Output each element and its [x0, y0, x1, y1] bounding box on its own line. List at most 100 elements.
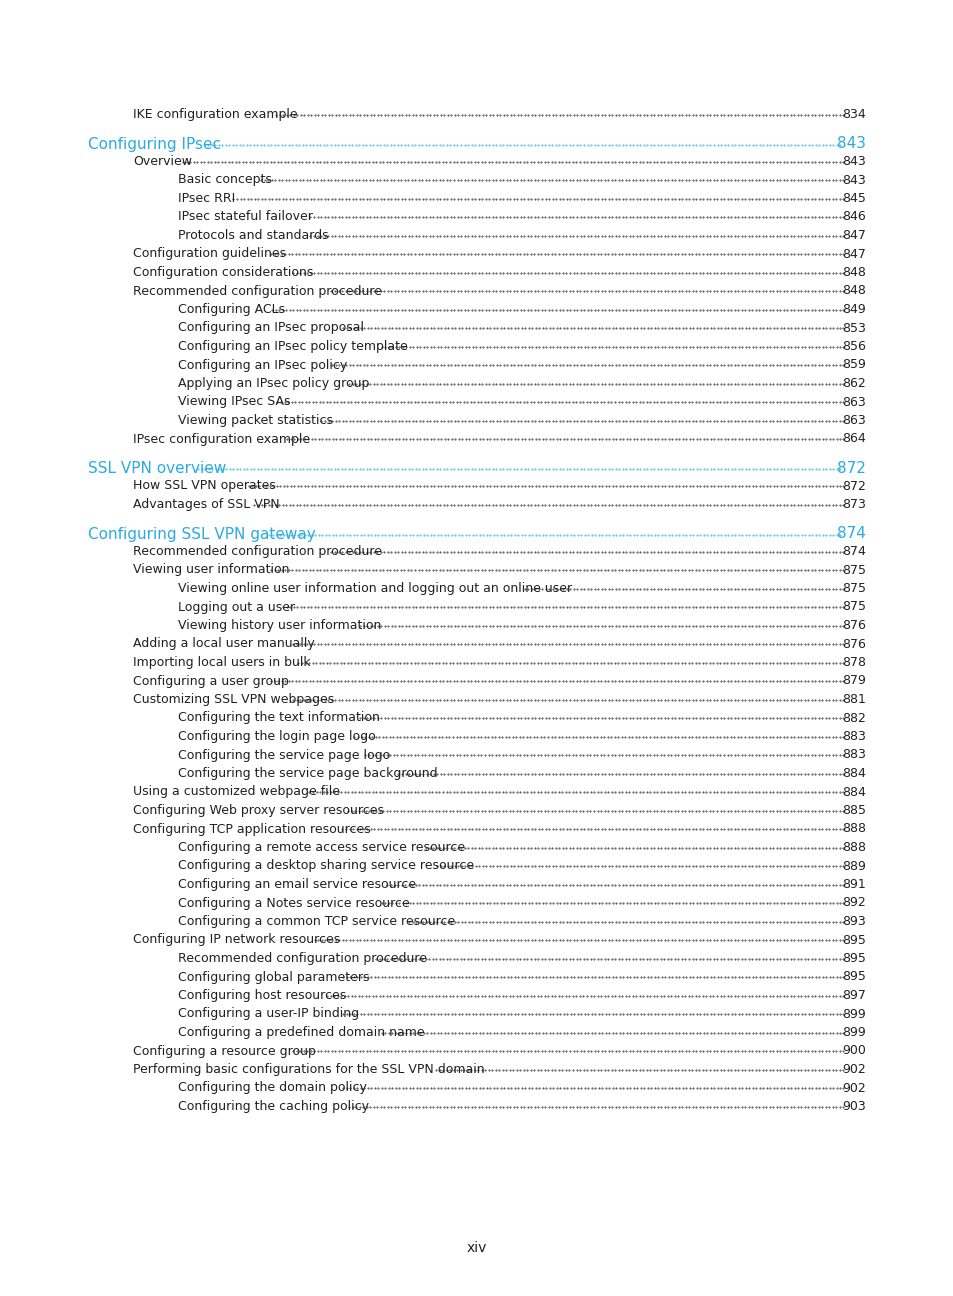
Text: Configuring a remote access service resource: Configuring a remote access service reso…	[178, 841, 465, 854]
Text: Viewing history user information: Viewing history user information	[178, 619, 381, 632]
Text: IPsec RRI: IPsec RRI	[178, 192, 235, 205]
Text: 881: 881	[841, 693, 865, 706]
Text: Configuring a user group: Configuring a user group	[132, 674, 289, 687]
Text: 856: 856	[841, 340, 865, 353]
Text: Configuring an IPsec proposal: Configuring an IPsec proposal	[178, 321, 364, 334]
Text: 878: 878	[841, 656, 865, 669]
Text: Viewing packet statistics: Viewing packet statistics	[178, 413, 333, 426]
Text: Configuration considerations: Configuration considerations	[132, 266, 313, 279]
Text: 853: 853	[841, 321, 865, 334]
Text: 848: 848	[841, 266, 865, 279]
Text: 895: 895	[841, 953, 865, 966]
Text: Configuring the service page background: Configuring the service page background	[178, 767, 437, 780]
Text: Configuring the caching policy: Configuring the caching policy	[178, 1100, 369, 1113]
Text: Applying an IPsec policy group: Applying an IPsec policy group	[178, 377, 369, 390]
Text: SSL VPN overview: SSL VPN overview	[88, 461, 226, 476]
Text: Configuring ACLs: Configuring ACLs	[178, 303, 285, 316]
Text: Recommended configuration procedure: Recommended configuration procedure	[132, 546, 381, 559]
Text: 848: 848	[841, 285, 865, 298]
Text: 891: 891	[841, 877, 865, 892]
Text: 895: 895	[841, 971, 865, 984]
Text: Logging out a user: Logging out a user	[178, 600, 294, 613]
Text: Configuring IP network resources: Configuring IP network resources	[132, 933, 340, 946]
Text: 843: 843	[836, 136, 865, 152]
Text: 859: 859	[841, 359, 865, 372]
Text: 902: 902	[841, 1063, 865, 1076]
Text: 876: 876	[841, 638, 865, 651]
Text: Configuring the text information: Configuring the text information	[178, 712, 379, 724]
Text: Configuration guidelines: Configuration guidelines	[132, 248, 286, 260]
Text: Configuring a predefined domain name: Configuring a predefined domain name	[178, 1026, 424, 1039]
Text: Recommended configuration procedure: Recommended configuration procedure	[178, 953, 427, 966]
Text: 888: 888	[841, 823, 865, 836]
Text: Configuring an email service resource: Configuring an email service resource	[178, 877, 416, 892]
Text: 873: 873	[841, 498, 865, 511]
Text: 889: 889	[841, 859, 865, 872]
Text: Configuring IPsec: Configuring IPsec	[88, 136, 221, 152]
Text: Viewing online user information and logging out an online user: Viewing online user information and logg…	[178, 582, 572, 595]
Text: Configuring a resource group: Configuring a resource group	[132, 1045, 315, 1058]
Text: 849: 849	[841, 303, 865, 316]
Text: 892: 892	[841, 897, 865, 910]
Text: 895: 895	[841, 933, 865, 946]
Text: Basic concepts: Basic concepts	[178, 174, 272, 187]
Text: 843: 843	[841, 156, 865, 168]
Text: Viewing user information: Viewing user information	[132, 564, 289, 577]
Text: xiv: xiv	[466, 1242, 487, 1255]
Text: 893: 893	[841, 915, 865, 928]
Text: Recommended configuration procedure: Recommended configuration procedure	[132, 285, 381, 298]
Text: Configuring a Notes service resource: Configuring a Notes service resource	[178, 897, 410, 910]
Text: 899: 899	[841, 1026, 865, 1039]
Text: Configuring an IPsec policy: Configuring an IPsec policy	[178, 359, 347, 372]
Text: Protocols and standards: Protocols and standards	[178, 229, 328, 242]
Text: 899: 899	[841, 1007, 865, 1020]
Text: Configuring host resources: Configuring host resources	[178, 989, 346, 1002]
Text: Customizing SSL VPN webpages: Customizing SSL VPN webpages	[132, 693, 334, 706]
Text: Configuring a desktop sharing service resource: Configuring a desktop sharing service re…	[178, 859, 474, 872]
Text: 888: 888	[841, 841, 865, 854]
Text: 883: 883	[841, 749, 865, 762]
Text: Importing local users in bulk: Importing local users in bulk	[132, 656, 311, 669]
Text: Configuring an IPsec policy template: Configuring an IPsec policy template	[178, 340, 407, 353]
Text: 902: 902	[841, 1081, 865, 1095]
Text: 883: 883	[841, 730, 865, 743]
Text: How SSL VPN operates: How SSL VPN operates	[132, 480, 275, 492]
Text: 874: 874	[841, 546, 865, 559]
Text: 900: 900	[841, 1045, 865, 1058]
Text: 845: 845	[841, 192, 865, 205]
Text: Viewing IPsec SAs: Viewing IPsec SAs	[178, 395, 291, 408]
Text: 846: 846	[841, 210, 865, 223]
Text: 834: 834	[841, 108, 865, 121]
Text: 847: 847	[841, 229, 865, 242]
Text: Configuring a common TCP service resource: Configuring a common TCP service resourc…	[178, 915, 455, 928]
Text: IPsec configuration example: IPsec configuration example	[132, 433, 310, 446]
Text: 885: 885	[841, 804, 865, 816]
Text: Configuring the domain policy: Configuring the domain policy	[178, 1081, 367, 1095]
Text: 847: 847	[841, 248, 865, 260]
Text: IKE configuration example: IKE configuration example	[132, 108, 297, 121]
Text: 863: 863	[841, 413, 865, 426]
Text: Advantages of SSL VPN: Advantages of SSL VPN	[132, 498, 279, 511]
Text: 882: 882	[841, 712, 865, 724]
Text: Adding a local user manually: Adding a local user manually	[132, 638, 314, 651]
Text: Using a customized webpage file: Using a customized webpage file	[132, 785, 339, 798]
Text: Configuring the login page logo: Configuring the login page logo	[178, 730, 375, 743]
Text: 872: 872	[841, 480, 865, 492]
Text: Configuring the service page logo: Configuring the service page logo	[178, 749, 390, 762]
Text: 884: 884	[841, 767, 865, 780]
Text: Performing basic configurations for the SSL VPN domain: Performing basic configurations for the …	[132, 1063, 484, 1076]
Text: 862: 862	[841, 377, 865, 390]
Text: IPsec stateful failover: IPsec stateful failover	[178, 210, 313, 223]
Text: 863: 863	[841, 395, 865, 408]
Text: 875: 875	[841, 600, 865, 613]
Text: Configuring Web proxy server resources: Configuring Web proxy server resources	[132, 804, 384, 816]
Text: Configuring a user-IP binding: Configuring a user-IP binding	[178, 1007, 358, 1020]
Text: 879: 879	[841, 674, 865, 687]
Text: 876: 876	[841, 619, 865, 632]
Text: 884: 884	[841, 785, 865, 798]
Text: Overview: Overview	[132, 156, 192, 168]
Text: 875: 875	[841, 582, 865, 595]
Text: 843: 843	[841, 174, 865, 187]
Text: Configuring global parameters: Configuring global parameters	[178, 971, 369, 984]
Text: 874: 874	[836, 526, 865, 542]
